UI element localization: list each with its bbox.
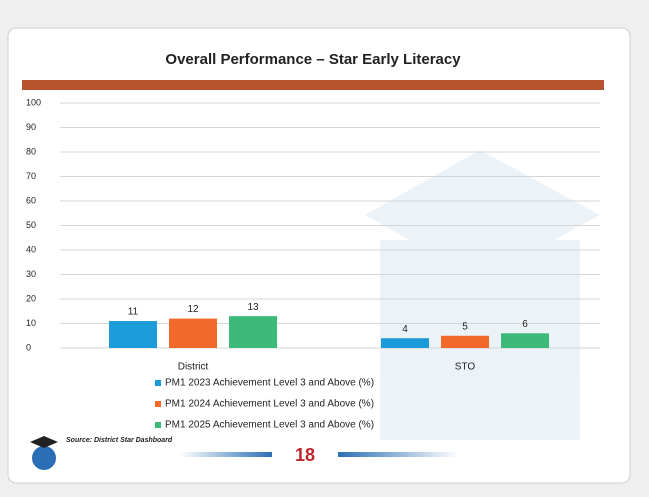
legend-marker xyxy=(155,401,161,407)
y-tick-label: 90 xyxy=(26,122,36,132)
y-tick-label: 80 xyxy=(26,146,36,156)
y-tick-label: 100 xyxy=(26,97,41,107)
x-tick-label: District xyxy=(178,362,209,373)
page: {"chart_data": {"type": "bar", "title": … xyxy=(0,0,649,497)
y-tick-label: 20 xyxy=(26,293,36,303)
legend-marker xyxy=(155,422,161,428)
slide: Overall Performance – Star Early Literac… xyxy=(0,0,649,497)
bar xyxy=(501,333,549,348)
data-label: 4 xyxy=(402,324,408,335)
bar xyxy=(109,321,157,348)
footer-line xyxy=(180,452,272,457)
y-tick-label: 0 xyxy=(26,342,31,352)
data-label: 5 xyxy=(462,321,468,332)
bar xyxy=(441,336,489,348)
legend-label: PM1 2024 Achievement Level 3 and Above (… xyxy=(165,399,374,410)
data-label: 11 xyxy=(128,307,139,318)
y-tick-label: 60 xyxy=(26,195,36,205)
legend-label: PM1 2025 Achievement Level 3 and Above (… xyxy=(165,420,374,431)
data-label: 12 xyxy=(187,304,199,315)
title-band xyxy=(22,80,604,90)
page-number: 18 xyxy=(295,445,315,465)
bar xyxy=(229,316,277,348)
y-tick-label: 70 xyxy=(26,171,36,181)
bar xyxy=(169,319,217,348)
x-tick-label: STO xyxy=(455,362,476,373)
data-label: 13 xyxy=(247,302,259,313)
data-label: 6 xyxy=(522,319,528,330)
y-tick-label: 30 xyxy=(26,269,36,279)
footer-line xyxy=(338,452,458,457)
bar xyxy=(381,338,429,348)
logo xyxy=(30,436,58,470)
y-tick-label: 50 xyxy=(26,220,36,230)
chart-title: Overall Performance – Star Early Literac… xyxy=(165,51,461,68)
legend-label: PM1 2023 Achievement Level 3 and Above (… xyxy=(165,378,374,389)
y-tick-label: 10 xyxy=(26,318,36,328)
legend-marker xyxy=(155,380,161,386)
y-tick-label: 40 xyxy=(26,244,36,254)
source: Source: District Star Dashboard xyxy=(66,437,173,444)
